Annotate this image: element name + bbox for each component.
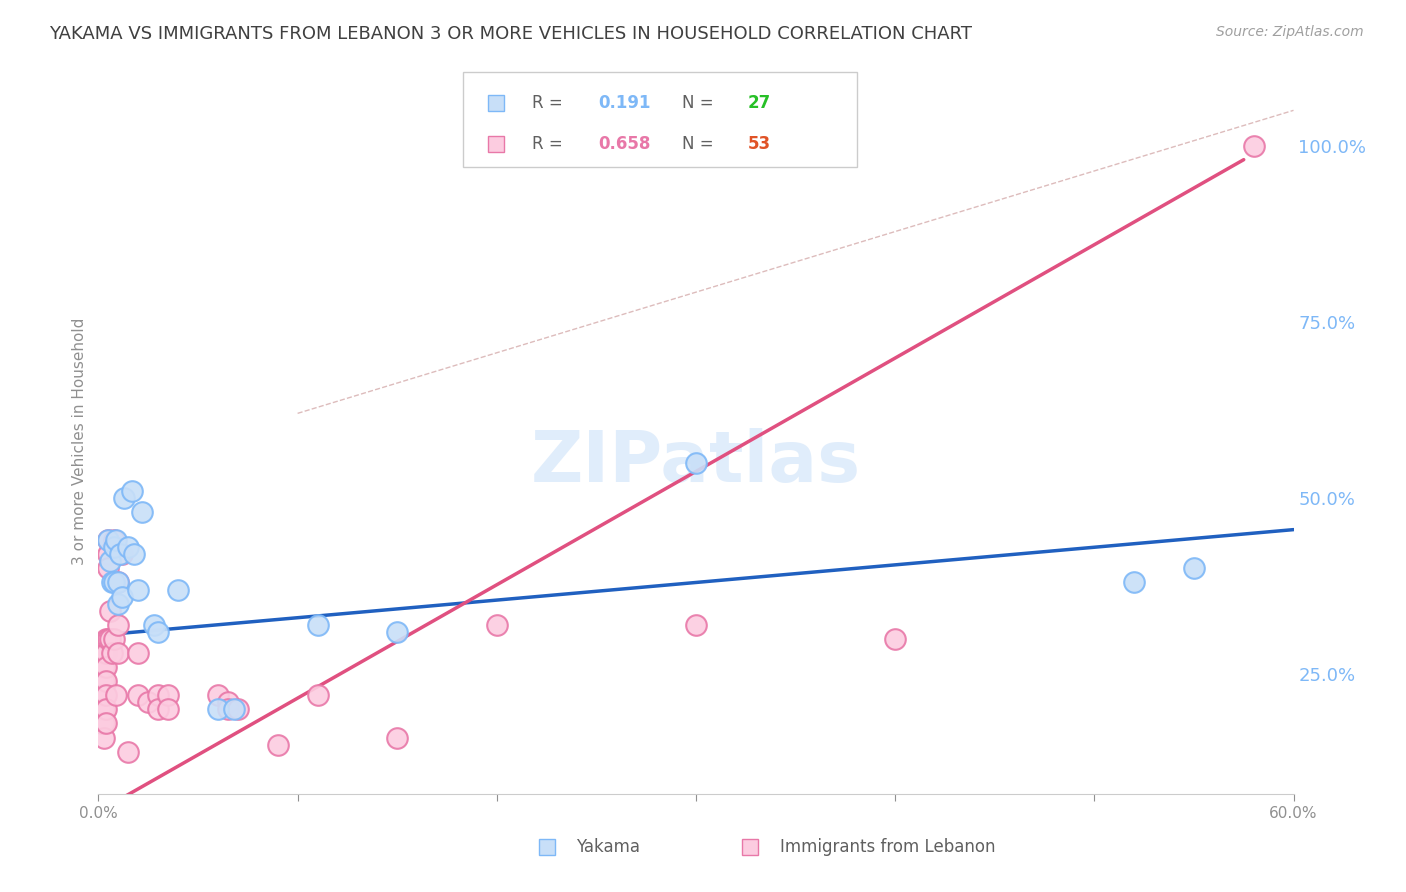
Point <box>884 632 907 646</box>
Point <box>1243 138 1265 153</box>
Text: R =: R = <box>533 136 568 153</box>
Point <box>157 702 180 716</box>
Point <box>267 738 290 752</box>
Point <box>96 632 118 646</box>
Point <box>685 617 707 632</box>
Point <box>93 646 115 660</box>
Point <box>97 547 120 561</box>
Point <box>157 688 180 702</box>
Point <box>117 745 139 759</box>
Point <box>107 617 129 632</box>
Text: N =: N = <box>682 95 718 112</box>
Point <box>91 716 114 731</box>
Point <box>111 590 134 604</box>
Point <box>167 582 190 597</box>
Point <box>107 646 129 660</box>
Point <box>103 533 125 548</box>
Point <box>121 483 143 498</box>
Point <box>148 702 170 716</box>
Point <box>124 547 146 561</box>
Point <box>222 702 245 716</box>
Point <box>143 617 166 632</box>
Point <box>103 632 125 646</box>
Point <box>103 541 125 555</box>
Text: 0.191: 0.191 <box>598 95 651 112</box>
Point <box>307 688 329 702</box>
Point <box>307 617 329 632</box>
Point <box>101 646 124 660</box>
Y-axis label: 3 or more Vehicles in Household: 3 or more Vehicles in Household <box>72 318 87 566</box>
Point <box>217 702 239 716</box>
Point <box>103 575 125 590</box>
Point <box>148 624 170 639</box>
Text: Source: ZipAtlas.com: Source: ZipAtlas.com <box>1216 25 1364 39</box>
Point <box>1182 561 1205 575</box>
Point <box>96 674 118 689</box>
Point <box>107 575 129 590</box>
Text: ZIPatlas: ZIPatlas <box>531 428 860 497</box>
Point <box>91 688 114 702</box>
Text: R =: R = <box>533 95 568 112</box>
Point <box>97 632 120 646</box>
Point <box>127 688 149 702</box>
Point <box>110 547 132 561</box>
Point <box>107 575 129 590</box>
Point <box>207 702 229 716</box>
Point <box>101 575 124 590</box>
Point <box>91 674 114 689</box>
Point <box>96 646 118 660</box>
Point <box>96 716 118 731</box>
Text: Yakama: Yakama <box>576 838 641 855</box>
Point <box>96 702 118 716</box>
Point <box>97 533 120 548</box>
Point <box>93 660 115 674</box>
Point <box>217 695 239 709</box>
Point <box>98 554 122 568</box>
Point <box>93 688 115 702</box>
Point <box>385 624 409 639</box>
Text: YAKAMA VS IMMIGRANTS FROM LEBANON 3 OR MORE VEHICLES IN HOUSEHOLD CORRELATION CH: YAKAMA VS IMMIGRANTS FROM LEBANON 3 OR M… <box>49 25 972 43</box>
Point <box>485 617 508 632</box>
Point <box>89 702 111 716</box>
Point <box>97 561 120 575</box>
Point <box>1123 575 1146 590</box>
Point <box>207 688 229 702</box>
Point <box>98 632 122 646</box>
Point <box>112 491 135 505</box>
Point <box>105 688 128 702</box>
Point <box>111 547 134 561</box>
Text: N =: N = <box>682 136 718 153</box>
Point <box>96 660 118 674</box>
Point <box>98 604 122 618</box>
Text: Immigrants from Lebanon: Immigrants from Lebanon <box>780 838 995 855</box>
Point <box>91 702 114 716</box>
Point <box>117 541 139 555</box>
FancyBboxPatch shape <box>463 71 858 167</box>
Point <box>685 456 707 470</box>
Point <box>385 731 409 745</box>
Text: 27: 27 <box>748 95 770 112</box>
Text: 53: 53 <box>748 136 770 153</box>
Point <box>93 702 115 716</box>
Point <box>89 688 111 702</box>
Point <box>131 505 153 519</box>
Point <box>97 533 120 548</box>
Point <box>148 688 170 702</box>
Point <box>107 597 129 611</box>
Point <box>136 695 159 709</box>
Point <box>127 646 149 660</box>
Point <box>93 731 115 745</box>
Point <box>93 674 115 689</box>
Point <box>96 688 118 702</box>
Point <box>105 533 128 548</box>
Point <box>93 716 115 731</box>
Text: 0.658: 0.658 <box>598 136 651 153</box>
Point <box>226 702 249 716</box>
Point <box>127 582 149 597</box>
